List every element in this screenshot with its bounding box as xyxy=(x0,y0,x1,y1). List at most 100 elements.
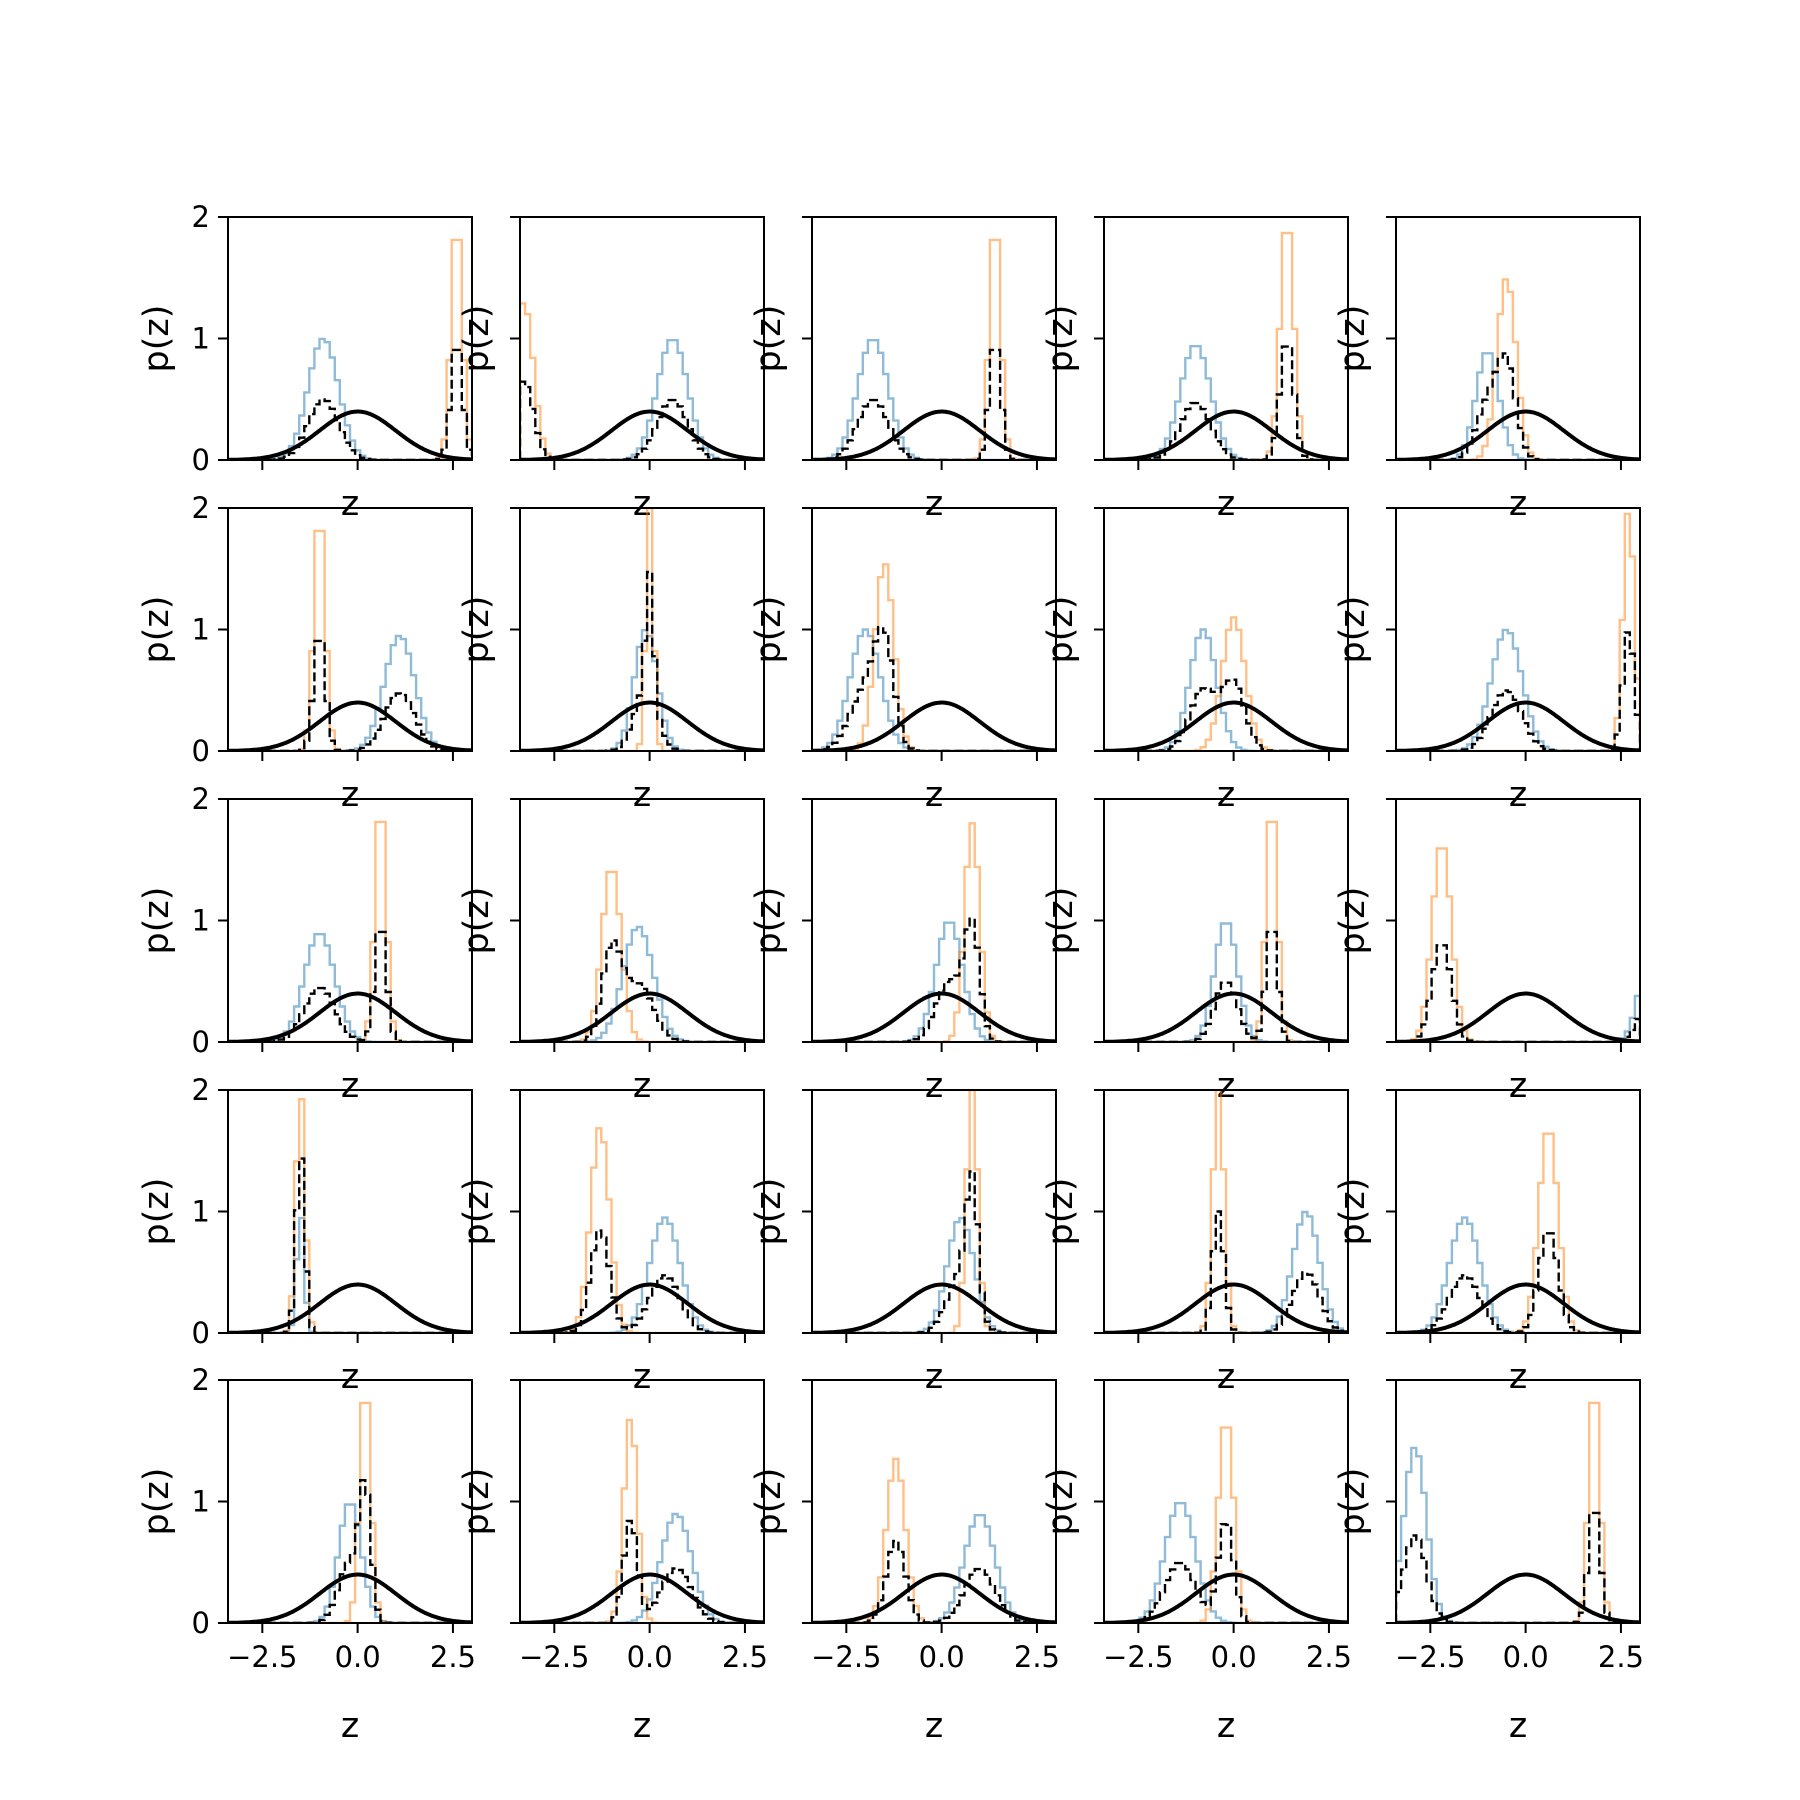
hist-blue xyxy=(812,628,1056,751)
hist-orange xyxy=(1396,1132,1640,1333)
panel-plot-area xyxy=(1396,278,1640,460)
y-axis-label: p(z) xyxy=(1041,887,1081,955)
x-axis-label: z xyxy=(925,484,943,524)
hist-orange xyxy=(1104,231,1348,460)
panel-plot-area xyxy=(1396,512,1640,751)
panel-12: z p(z) xyxy=(457,798,765,1106)
panel-plot-area xyxy=(1396,1401,1640,1623)
prior-normal-curve xyxy=(520,991,764,1042)
y-axis-label: p(z) xyxy=(1333,1178,1373,1246)
panel-10: z p(z) xyxy=(1333,507,1641,815)
y-axis-label: p(z) xyxy=(137,305,177,373)
prior-normal-curve xyxy=(1104,1282,1348,1333)
prior-normal-curve xyxy=(1396,1572,1640,1623)
hist-blue xyxy=(1396,1216,1640,1333)
panel-22: −2.5 0.0 2.5 z p(z) xyxy=(457,1379,768,1746)
x-tick-label: 0.0 xyxy=(1503,1640,1549,1674)
prior-normal-curve xyxy=(520,700,764,751)
panel-plot-area xyxy=(812,1090,1056,1333)
hist-mixture-dashed xyxy=(1396,1232,1640,1333)
prior-normal-curve xyxy=(520,1282,764,1333)
panel-11: 0 1 2 z p(z) xyxy=(137,782,473,1106)
y-axis-label: p(z) xyxy=(457,596,497,664)
y-axis-label: p(z) xyxy=(749,305,789,373)
axes-frame xyxy=(1103,798,1349,1043)
x-tick-label: −2.5 xyxy=(811,1640,881,1674)
panel-plot-area xyxy=(228,820,472,1042)
hist-blue xyxy=(520,629,764,751)
hist-orange xyxy=(228,238,472,460)
hist-mixture-dashed xyxy=(520,380,764,460)
hist-blue xyxy=(228,634,472,751)
hist-orange xyxy=(1396,1401,1640,1623)
y-tick-label: 0 xyxy=(192,1606,210,1640)
panel-5: z p(z) xyxy=(1333,216,1641,524)
y-tick-label: 1 xyxy=(192,322,210,356)
panel-plot-area xyxy=(1104,231,1348,460)
prior-normal-curve xyxy=(812,1282,1056,1333)
hist-mixture-dashed xyxy=(228,639,472,751)
panel-19: z p(z) xyxy=(1041,1089,1349,1397)
hist-blue xyxy=(228,933,472,1042)
x-axis-label: z xyxy=(925,1357,943,1397)
y-axis-label: p(z) xyxy=(457,1178,497,1246)
hist-blue xyxy=(812,1514,1056,1623)
x-tick-label: −2.5 xyxy=(1103,1640,1173,1674)
hist-blue xyxy=(1104,345,1348,460)
y-tick-label: 1 xyxy=(192,613,210,647)
x-axis-label: z xyxy=(341,1706,359,1746)
prior-normal-curve xyxy=(1104,700,1348,751)
prior-normal-curve xyxy=(228,409,472,460)
panel-4: z p(z) xyxy=(1041,216,1349,524)
axes-frame xyxy=(227,216,473,461)
y-tick-label: 2 xyxy=(192,1073,210,1107)
x-tick-label: 0.0 xyxy=(1211,1640,1257,1674)
hist-orange xyxy=(812,238,1056,460)
x-tick-label: 2.5 xyxy=(1598,1640,1644,1674)
hist-mixture-dashed xyxy=(812,626,1056,751)
prior-normal-curve xyxy=(1396,700,1640,751)
axes-frame xyxy=(227,798,473,1043)
prior-normal-curve xyxy=(228,991,472,1042)
hist-orange xyxy=(1396,512,1640,751)
hist-blue xyxy=(520,339,764,460)
x-axis-label: z xyxy=(1509,775,1527,815)
x-axis-label: z xyxy=(1217,1357,1235,1397)
panel-plot-area xyxy=(228,1401,472,1623)
x-tick-label: −2.5 xyxy=(1395,1640,1465,1674)
axes-frame xyxy=(1395,1089,1641,1334)
prior-normal-curve xyxy=(1396,1282,1640,1333)
hist-blue xyxy=(228,1216,472,1333)
y-axis-label: p(z) xyxy=(1333,1468,1373,1536)
prior-normal-curve xyxy=(1104,991,1348,1042)
prior-normal-curve xyxy=(520,409,764,460)
panel-plot-area xyxy=(228,1098,472,1333)
x-tick-label: 0.0 xyxy=(335,1640,381,1674)
panel-plot-area xyxy=(228,238,472,460)
hist-orange xyxy=(228,529,472,751)
y-tick-label: 1 xyxy=(192,904,210,938)
y-axis-label: p(z) xyxy=(1041,1178,1081,1246)
panel-8: z p(z) xyxy=(749,507,1057,815)
axes-frame xyxy=(1395,216,1641,461)
x-axis-label: z xyxy=(1217,1706,1235,1746)
x-axis-label: z xyxy=(925,775,943,815)
y-tick-label: 2 xyxy=(192,200,210,234)
hist-orange xyxy=(812,1090,1056,1333)
panel-plot-area xyxy=(1396,1132,1640,1333)
y-axis-label: p(z) xyxy=(457,887,497,955)
x-tick-label: 2.5 xyxy=(1306,1640,1352,1674)
hist-orange xyxy=(812,1457,1056,1623)
axes-frame xyxy=(519,216,765,461)
hist-blue xyxy=(1104,922,1348,1042)
hist-blue xyxy=(812,921,1056,1042)
y-axis-label: p(z) xyxy=(1041,305,1081,373)
x-tick-label: 2.5 xyxy=(430,1640,476,1674)
x-axis-label: z xyxy=(341,1066,359,1106)
x-axis-label: z xyxy=(341,775,359,815)
panel-plot-area xyxy=(1396,847,1640,1042)
prior-normal-curve xyxy=(812,1572,1056,1623)
y-axis-label: p(z) xyxy=(1333,596,1373,664)
hist-blue xyxy=(812,1216,1056,1333)
hist-blue xyxy=(1396,1446,1640,1623)
